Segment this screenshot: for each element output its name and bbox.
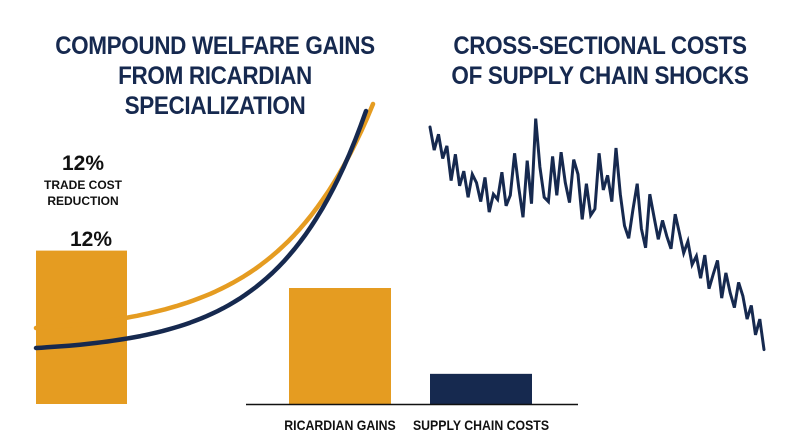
navy-welfare-curve — [33, 108, 369, 351]
trade-cost-label-line-2: REDUCTION — [47, 194, 118, 208]
right-title-line-2: OF SUPPLY CHAIN SHOCKS — [451, 62, 749, 90]
left-title-line-1: COMPOUND WELFARE GAINS — [55, 32, 375, 60]
trade-cost-label-line-1: TRADE COST — [44, 178, 123, 192]
trade-cost-value-label: 12% — [62, 152, 104, 175]
right-chart-title: CROSS-SECTIONAL COSTS OF SUPPLY CHAIN SH… — [425, 31, 776, 91]
left-title-line-2: FROM RICARDIAN SPECIALIZATION — [118, 62, 312, 120]
comparison-bar-ricardian-gains — [289, 288, 391, 404]
category-label-0: RICARDIAN GAINS — [284, 417, 396, 433]
comparison-bar-supply-chain-costs — [430, 373, 532, 404]
supply-chain-cost-line — [428, 118, 766, 352]
gold-welfare-curve — [33, 101, 376, 331]
right-title-line-1: CROSS-SECTIONAL COSTS — [453, 32, 747, 60]
left-chart-title: COMPOUND WELFARE GAINS FROM RICARDIAN SP… — [35, 31, 395, 121]
trade-cost-inner-label: 12% — [70, 228, 112, 251]
category-label-1: SUPPLY CHAIN COSTS — [413, 417, 549, 433]
